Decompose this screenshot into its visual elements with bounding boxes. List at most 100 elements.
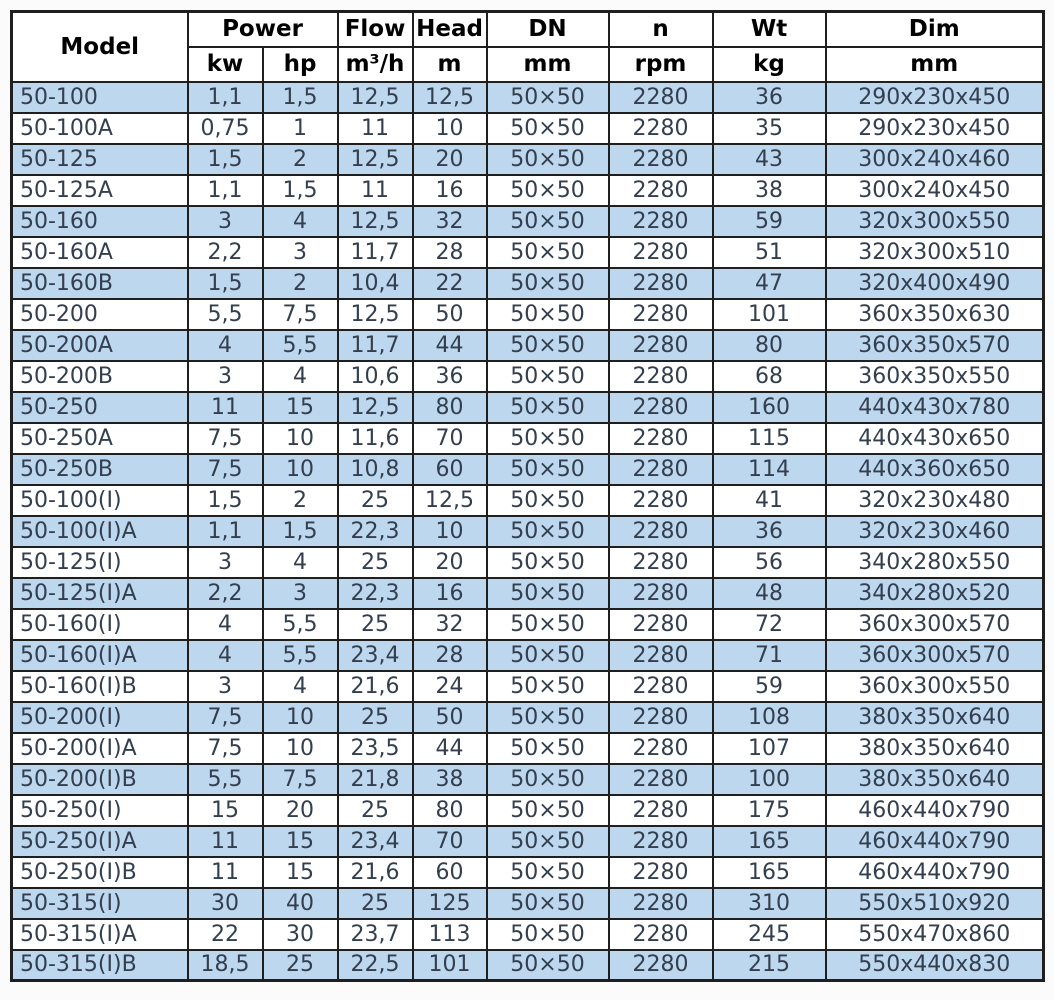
unit-wt-kg: kg [711,45,827,83]
dn-cell: 50×50 [485,762,610,796]
rpm-cell: 2280 [607,514,714,548]
dim-cell: 320x230x480 [824,483,1045,517]
model-cell: 50-315(I)B [10,948,189,982]
flow-cell: 25 [336,700,414,734]
wt-cell: 245 [711,917,827,951]
dim-cell: 460x440x790 [824,824,1045,858]
power-kw-cell: 4 [186,328,264,362]
head-cell: 20 [411,142,488,176]
power-kw-cell: 3 [186,669,264,703]
power-hp-cell: 5,5 [261,607,339,641]
flow-cell: 21,6 [336,855,414,889]
power-kw-cell: 4 [186,638,264,672]
head-cell: 22 [411,266,488,300]
dim-cell: 380x350x640 [824,762,1045,796]
header-n: n [607,10,714,48]
dn-cell: 50×50 [485,731,610,765]
dn-cell: 50×50 [485,359,610,393]
dim-cell: 360x350x570 [824,328,1045,362]
rpm-cell: 2280 [607,886,714,920]
flow-cell: 11 [336,111,414,145]
flow-cell: 22,3 [336,576,414,610]
head-cell: 16 [411,576,488,610]
wt-cell: 175 [711,793,827,827]
head-cell: 70 [411,421,488,455]
dn-cell: 50×50 [485,886,610,920]
head-cell: 28 [411,235,488,269]
wt-cell: 160 [711,390,827,424]
model-cell: 50-315(I) [10,886,189,920]
power-hp-cell: 2 [261,483,339,517]
rpm-cell: 2280 [607,638,714,672]
power-hp-cell: 4 [261,669,339,703]
table-row: 50-100 1,1 1,5 12,5 12,5 50×50 2280 36 290x230x4… [10,80,1045,114]
wt-cell: 59 [711,669,827,703]
model-cell: 50-200(I)A [10,731,189,765]
dim-cell: 550x470x860 [824,917,1045,951]
rpm-cell: 2280 [607,421,714,455]
dn-cell: 50×50 [485,576,610,610]
dim-cell: 360x300x570 [824,638,1045,672]
wt-cell: 165 [711,855,827,889]
rpm-cell: 2280 [607,948,714,982]
model-cell: 50-100 [10,80,189,114]
power-kw-cell: 3 [186,545,264,579]
power-hp-cell: 5,5 [261,638,339,672]
model-cell: 50-250A [10,421,189,455]
power-kw-cell: 18,5 [186,948,264,982]
flow-cell: 12,5 [336,142,414,176]
power-hp-cell: 4 [261,204,339,238]
dn-cell: 50×50 [485,483,610,517]
table-row: 50-250(I)A 11 15 23,4 70 50×50 2280 165 460x440x… [10,824,1045,858]
rpm-cell: 2280 [607,142,714,176]
rpm-cell: 2280 [607,855,714,889]
dim-cell: 440x360x650 [824,452,1045,486]
flow-cell: 12,5 [336,80,414,114]
model-cell: 50-160 [10,204,189,238]
model-cell: 50-160(I)B [10,669,189,703]
wt-cell: 115 [711,421,827,455]
power-kw-cell: 15 [186,793,264,827]
wt-cell: 48 [711,576,827,610]
model-cell: 50-250 [10,390,189,424]
power-hp-cell: 40 [261,886,339,920]
power-hp-cell: 1,5 [261,514,339,548]
dim-cell: 340x280x520 [824,576,1045,610]
dn-cell: 50×50 [485,514,610,548]
wt-cell: 108 [711,700,827,734]
dim-cell: 380x350x640 [824,700,1045,734]
rpm-cell: 2280 [607,173,714,207]
table-row: 50-125(I) 3 4 25 20 50×50 2280 56 340x280x550 [10,545,1045,579]
wt-cell: 47 [711,266,827,300]
dn-cell: 50×50 [485,111,610,145]
flow-cell: 23,5 [336,731,414,765]
table-row: 50-200(I)B 5,5 7,5 21,8 38 50×50 2280 100 380x35… [10,762,1045,796]
unit-dim-mm: mm [824,45,1045,83]
flow-cell: 12,5 [336,204,414,238]
table-row: 50-125A 1,1 1,5 11 16 50×50 2280 38 300x240x450 [10,173,1045,207]
power-kw-cell: 1,5 [186,142,264,176]
table-body: 50-100 1,1 1,5 12,5 12,5 50×50 2280 36 290x230x4… [10,80,1045,982]
header-power: Power [186,10,339,48]
table-row: 50-200B 3 4 10,6 36 50×50 2280 68 360x350x550 [10,359,1045,393]
model-cell: 50-200(I)B [10,762,189,796]
dim-cell: 320x300x510 [824,235,1045,269]
rpm-cell: 2280 [607,576,714,610]
rpm-cell: 2280 [607,111,714,145]
wt-cell: 51 [711,235,827,269]
table-row: 50-200(I)A 7,5 10 23,5 44 50×50 2280 107 380x350… [10,731,1045,765]
wt-cell: 72 [711,607,827,641]
flow-cell: 25 [336,793,414,827]
table-row: 50-160B 1,5 2 10,4 22 50×50 2280 47 320x400x490 [10,266,1045,300]
wt-cell: 43 [711,142,827,176]
model-cell: 50-200B [10,359,189,393]
model-cell: 50-315(I)A [10,917,189,951]
table-row: 50-315(I) 30 40 25 125 50×50 2280 310 550x510x92… [10,886,1045,920]
rpm-cell: 2280 [607,793,714,827]
rpm-cell: 2280 [607,297,714,331]
model-cell: 50-200 [10,297,189,331]
power-hp-cell: 2 [261,266,339,300]
model-cell: 50-125 [10,142,189,176]
power-kw-cell: 7,5 [186,452,264,486]
header-wt: Wt [711,10,827,48]
